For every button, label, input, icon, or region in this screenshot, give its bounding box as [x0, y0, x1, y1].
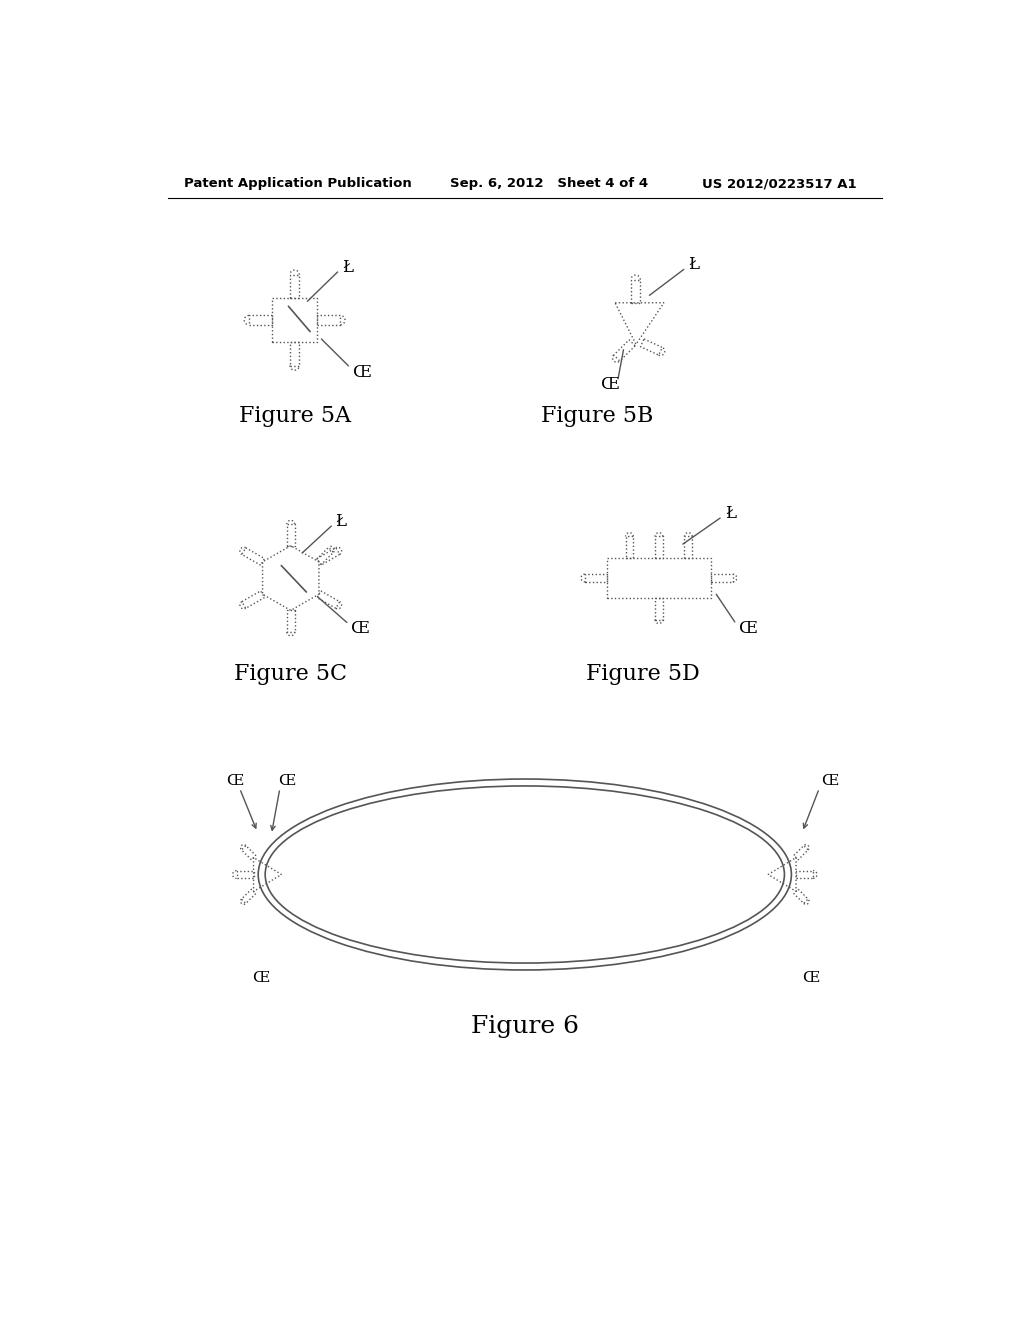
Text: Œ: Œ: [279, 774, 296, 788]
Text: Ł: Ł: [688, 256, 699, 273]
Bar: [655, 536, 663, 558]
Text: Œ: Œ: [802, 972, 819, 986]
Bar: [796, 871, 813, 878]
Bar: [606, 558, 712, 598]
Text: Patent Application Publication: Patent Application Publication: [183, 177, 412, 190]
Bar: [712, 574, 733, 582]
Bar: [655, 598, 663, 619]
Text: Figure 6: Figure 6: [471, 1015, 579, 1039]
Text: Œ: Œ: [252, 972, 269, 986]
Bar: [249, 315, 272, 325]
Bar: [626, 536, 633, 558]
Bar: [237, 871, 254, 878]
Text: US 2012/0223517 A1: US 2012/0223517 A1: [701, 177, 856, 190]
Bar: [290, 275, 299, 298]
Text: Œ: Œ: [601, 376, 620, 393]
Bar: [317, 315, 340, 325]
Text: Ł: Ł: [336, 512, 347, 529]
Bar: [684, 536, 692, 558]
Bar: [290, 342, 299, 366]
Bar: [585, 574, 606, 582]
Text: Œ: Œ: [351, 619, 371, 636]
Text: Œ: Œ: [821, 774, 839, 788]
Bar: [631, 280, 640, 302]
Text: Sep. 6, 2012   Sheet 4 of 4: Sep. 6, 2012 Sheet 4 of 4: [450, 177, 648, 190]
Text: Ł: Ł: [726, 504, 736, 521]
Text: Figure 5A: Figure 5A: [239, 405, 350, 428]
Text: Œ: Œ: [352, 364, 372, 381]
Text: Figure 5C: Figure 5C: [234, 664, 347, 685]
Text: Figure 5B: Figure 5B: [541, 405, 653, 428]
Bar: [272, 298, 317, 342]
Text: Œ: Œ: [225, 774, 243, 788]
Text: Figure 5D: Figure 5D: [587, 664, 700, 685]
Text: Œ: Œ: [739, 620, 759, 638]
Text: Ł: Ł: [342, 259, 353, 276]
